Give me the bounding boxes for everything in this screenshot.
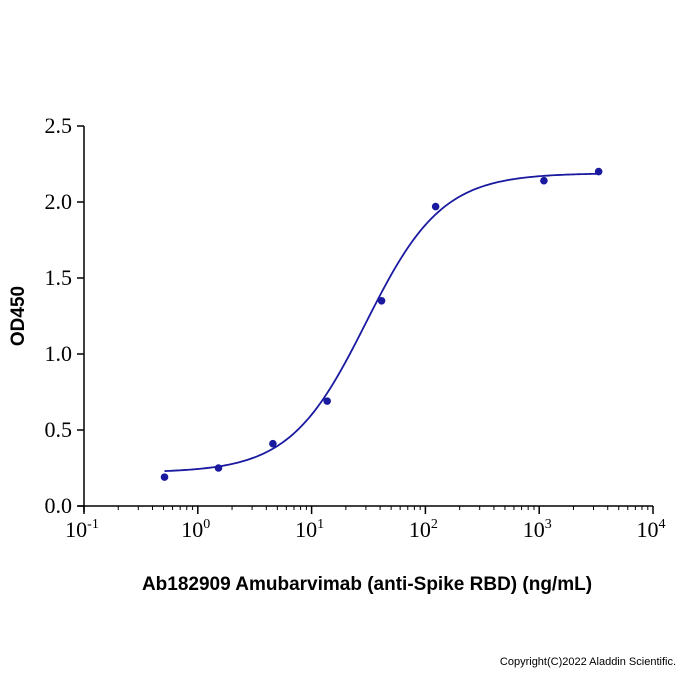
y-axis-ticks: 0.0 0.5 1.0 1.5 2.0 2.5 (45, 113, 84, 518)
y-tick-label: 1.0 (45, 341, 73, 366)
x-tick-label: 101 (295, 517, 324, 542)
fit-curve (164, 172, 599, 472)
data-point (323, 397, 331, 405)
y-tick-label: 0.5 (45, 417, 73, 442)
y-tick-label: 1.5 (45, 265, 73, 290)
x-tick-label: 100 (181, 517, 210, 542)
x-tick-label: 10-1 (65, 517, 99, 542)
data-point (431, 202, 440, 211)
x-tick-label: 102 (409, 517, 438, 542)
x-tick-label: 104 (637, 517, 666, 542)
x-axis-title: Ab182909 Amubarvimab (anti-Spike RBD) (n… (142, 574, 592, 595)
y-tick-label: 2.0 (45, 189, 73, 214)
data-point (214, 464, 223, 472)
data-point (540, 176, 548, 185)
data-point (160, 473, 169, 481)
x-tick-label: 103 (523, 517, 552, 542)
data-point (377, 297, 386, 305)
y-axis-title: OD450 (8, 286, 29, 346)
y-tick-label: 0.0 (45, 493, 73, 518)
copyright-notice: Copyright(C)2022 Aladdin Scientific. (499, 656, 676, 668)
y-tick-label: 2.5 (45, 113, 73, 138)
data-point (269, 439, 277, 448)
data-point (594, 167, 603, 176)
data-points (160, 167, 603, 481)
x-axis-ticks: 10-1 100 101 102 103 104 (65, 506, 666, 542)
